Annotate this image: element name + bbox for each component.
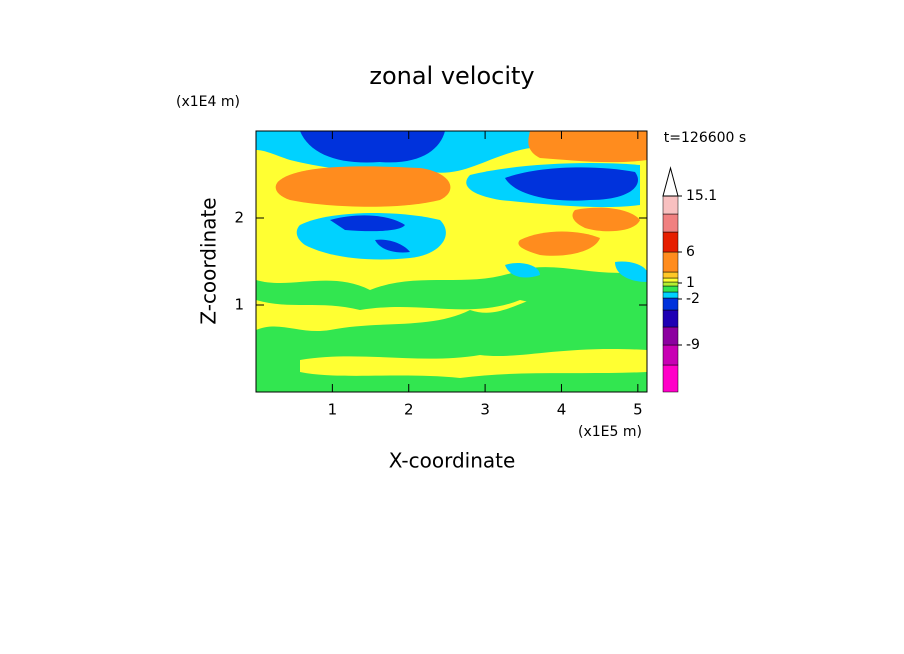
- colorbar-swatch: [662, 297, 679, 311]
- colorbar-swatch: [662, 344, 679, 366]
- colorbar-swatch: [662, 326, 679, 346]
- x-tick-label: 1: [328, 401, 338, 419]
- colorbar-swatch: [662, 309, 679, 328]
- y-axis-title: Z-coordinate: [197, 197, 221, 324]
- time-annotation: t=126600 s: [664, 130, 746, 146]
- colorbar-swatch: [662, 195, 679, 215]
- x-unit: (x1E5 m): [578, 424, 642, 440]
- y-tick-label: 2: [234, 209, 244, 227]
- colorbar-swatch: [662, 271, 679, 279]
- colorbar-swatch: [662, 213, 679, 233]
- colorbar-swatch: [662, 251, 679, 273]
- colorbar-swatch: [662, 281, 679, 287]
- colorbar-label: 15.1: [686, 188, 717, 204]
- x-axis-title: X-coordinate: [389, 449, 516, 473]
- colorbar-swatch: [662, 277, 679, 283]
- x-tick-label: 5: [633, 401, 643, 419]
- plot-frame: [255, 130, 648, 393]
- colorbar-arrow: [662, 166, 679, 197]
- colorbar-swatch: [662, 231, 679, 253]
- y-tick-label: 1: [234, 296, 244, 314]
- chart-title: zonal velocity: [369, 62, 534, 90]
- y-unit: (x1E4 m): [176, 94, 240, 110]
- x-tick-label: 2: [404, 401, 414, 419]
- colorbar-label: -2: [686, 291, 700, 307]
- x-tick-label: 3: [480, 401, 490, 419]
- contour-field: [256, 131, 647, 392]
- x-tick-label: 4: [557, 401, 567, 419]
- colorbar-label: 6: [686, 244, 695, 260]
- colorbar-label: -9: [686, 337, 700, 353]
- colorbar-swatch: [662, 291, 679, 299]
- colorbar-swatch: [662, 364, 679, 393]
- colorbar-swatch: [662, 285, 679, 293]
- colorbar-label: 1: [686, 275, 695, 291]
